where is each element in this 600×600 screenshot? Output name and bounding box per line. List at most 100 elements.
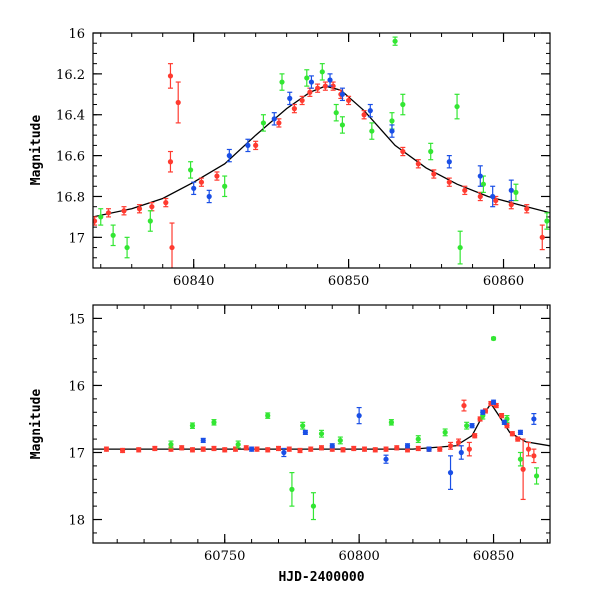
data-point [308, 446, 314, 452]
data-point [275, 445, 282, 452]
data-point [415, 436, 421, 442]
data-point [276, 120, 282, 126]
x-tick-label: 60800 [338, 549, 379, 564]
data-point [389, 118, 395, 124]
y-tick-label: 15 [68, 312, 85, 327]
data-point [454, 103, 460, 110]
y-axis-label: Magnitude [29, 389, 44, 460]
data-point [490, 193, 496, 200]
data-point [426, 446, 432, 452]
data-series [200, 399, 537, 490]
data-point [300, 423, 306, 429]
data-point [318, 445, 325, 451]
data-point [168, 441, 174, 448]
plot-area [93, 36, 550, 268]
data-point [415, 161, 421, 167]
data-point [517, 456, 524, 462]
data-point [499, 413, 505, 419]
data-series [168, 335, 540, 521]
data-point [281, 449, 287, 456]
data-point [356, 413, 362, 419]
data-point [466, 446, 472, 452]
data-point [513, 189, 519, 195]
data-point [531, 416, 537, 422]
y-tick-label: 16.8 [56, 190, 85, 205]
data-point [191, 185, 197, 191]
data-point [493, 197, 499, 204]
data-point [105, 210, 112, 216]
data-point [539, 234, 545, 240]
data-point [515, 436, 521, 442]
data-point [149, 204, 155, 210]
bottom-panel-light-curve-full: 60750 60800 60850 15 16 17 18 Magnitude HJD-2400… [29, 304, 551, 585]
data-point [235, 441, 241, 448]
data-point [253, 142, 259, 148]
data-point [525, 446, 532, 452]
data-point [490, 399, 497, 405]
data-point [446, 159, 452, 165]
data-point [457, 244, 463, 251]
data-point [346, 97, 352, 104]
data-point [179, 445, 185, 451]
data-point [400, 101, 406, 108]
data-point [136, 206, 143, 212]
data-point [265, 413, 271, 419]
data-point [501, 419, 507, 425]
data-point [509, 431, 515, 437]
data-point [520, 466, 526, 472]
data-point [214, 173, 220, 179]
data-point [367, 108, 373, 114]
y-tick-label: 16 [68, 379, 85, 394]
data-series [191, 73, 514, 208]
y-tick-label: 17 [68, 231, 85, 246]
x-tick-label: 60850 [473, 549, 514, 564]
data-point [477, 193, 483, 200]
x-tick-label: 60840 [173, 274, 214, 289]
data-point [167, 159, 174, 165]
data-point [319, 69, 325, 75]
data-point [490, 335, 497, 342]
data-point [531, 453, 537, 459]
data-point [517, 429, 524, 435]
data-point [198, 179, 205, 185]
data-point [462, 187, 468, 193]
data-point [318, 431, 325, 437]
data-point [124, 244, 130, 251]
data-point [308, 79, 315, 85]
data-point [508, 187, 514, 193]
data-point [289, 486, 295, 492]
data-point [508, 202, 514, 208]
data-point [428, 148, 434, 155]
data-point [480, 409, 486, 415]
plot-frame [92, 32, 551, 269]
data-point [271, 116, 277, 122]
data-point [200, 437, 206, 444]
data-point [533, 473, 540, 479]
y-tick-label: 16 [68, 27, 85, 42]
x-tick-label: 60860 [483, 274, 524, 289]
data-point [369, 128, 375, 134]
data-point [480, 181, 486, 187]
data-point [152, 445, 158, 452]
data-point [524, 206, 530, 212]
data-point [136, 447, 142, 453]
plot-area [93, 335, 550, 521]
data-point [103, 446, 110, 452]
y-tick-label: 17 [68, 446, 85, 461]
data-series [93, 63, 545, 268]
data-point [189, 447, 196, 453]
data-point [249, 446, 255, 452]
plot-frame [92, 304, 551, 544]
data-point [98, 214, 104, 220]
data-point [260, 120, 267, 126]
data-point [315, 85, 321, 91]
data-point [388, 419, 394, 425]
data-point [404, 443, 411, 449]
data-point [200, 446, 206, 452]
data-point [394, 445, 400, 451]
data-point [121, 208, 127, 214]
data-point [291, 106, 297, 112]
data-point [383, 446, 389, 452]
data-point [458, 449, 464, 456]
data-point [477, 173, 483, 179]
